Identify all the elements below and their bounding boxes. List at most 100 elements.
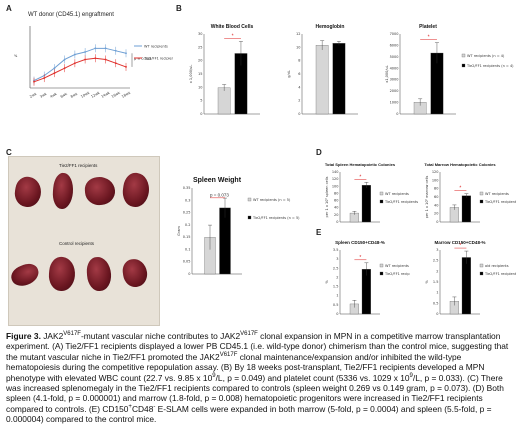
legend-label: old recipients — [485, 264, 509, 268]
x-tick-label: 3wk — [39, 91, 48, 99]
panel-label-b: B — [176, 4, 182, 13]
panel-a: WT donor (CD45.1) engraftment % 2wk 3wk 4wk… — [8, 12, 173, 122]
caption-sup: 9 — [409, 372, 413, 379]
series-line — [33, 57, 127, 83]
legend-swatch — [379, 191, 384, 196]
y-tick-label: 0 — [188, 272, 190, 276]
caption-text: /L, p = 0.033). (C) There was increased … — [6, 372, 504, 414]
y-tick-label: 30 — [198, 32, 202, 36]
data-point — [63, 67, 66, 70]
y-axis-label: % — [425, 280, 429, 284]
y-tick-label: 20 — [434, 212, 438, 216]
data-point — [104, 47, 107, 50]
y-tick-label: 0 — [336, 312, 338, 316]
x-tick-label: 16wk — [111, 90, 122, 99]
data-point — [43, 77, 46, 79]
panel-label-a: A — [6, 4, 12, 13]
spleen-image — [8, 260, 42, 290]
bar — [461, 195, 471, 223]
y-tick-label: 120 — [332, 177, 339, 181]
data-point — [53, 72, 56, 75]
y-tick-label: 12 — [296, 32, 300, 36]
spleen-image — [121, 257, 149, 289]
caption-text: CD48 — [131, 403, 154, 414]
y-tick-label: 0.5 — [333, 303, 339, 307]
significance-star: * — [359, 255, 361, 261]
figure-caption: Figure 3. JAK2V617F-mutant vascular nich… — [6, 331, 514, 425]
data-point — [33, 80, 35, 83]
y-axis-label: x 1,000/uL — [189, 65, 193, 84]
y-axis-label: % — [325, 280, 329, 284]
caption-text: clonal expansion in MPN in a competitive… — [6, 331, 509, 362]
y-tick-label: 1000 — [390, 101, 399, 105]
y-tick-label: 2 — [298, 99, 300, 103]
caption-sup: 9 — [212, 372, 216, 379]
panel-e: Spleen CD150+CD48-% 0 0.5 1 1.5 2 2.5 3 3.5% * WT … — [320, 236, 516, 326]
y-tick-label: 2 — [336, 275, 338, 279]
legend-swatch — [479, 271, 484, 276]
spleen-photo: Tie2/FF1 recipients Control recipients — [8, 156, 160, 326]
y-axis-label: % — [14, 54, 18, 58]
legend-label: Tie2/FF1 recipients — [484, 200, 516, 204]
panel-a-title: WT donor (CD45.1) engraftment — [28, 12, 114, 18]
chart-title: Spleen Weight — [193, 177, 242, 184]
photo-label-bottom: Control recipients — [59, 241, 95, 246]
y-tick-label: 0 — [336, 220, 338, 224]
y-tick-label: 40 — [434, 203, 438, 207]
legend-label: Tie2/FF1 recipients — [143, 57, 173, 61]
data-point — [84, 58, 87, 61]
legend-label: Tie2/FF1 recipients (n = 4) — [466, 64, 514, 68]
data-point — [125, 52, 127, 55]
y-tick-label: 4 — [298, 85, 301, 89]
significance-star: * — [459, 186, 461, 192]
panel-d: Total Spleen Hematopoietic Colonies 0 20 40… — [320, 156, 516, 230]
data-point — [53, 67, 56, 70]
y-tick-label: 100 — [432, 178, 439, 182]
y-tick-label: 2.5 — [433, 259, 439, 263]
x-tick-label: 6wk — [60, 91, 69, 99]
spleen-image — [12, 174, 44, 210]
y-axis-label: per 1 x 10⁵ marrow cells — [425, 175, 429, 218]
spleen-image — [85, 256, 113, 292]
chart-title: Spleen CD150+CD48-% — [335, 240, 385, 245]
significance-star: * — [359, 174, 361, 180]
panel-label-c: C — [6, 148, 12, 157]
data-point — [125, 66, 127, 68]
y-tick-label: 20 — [198, 59, 202, 63]
y-tick-label: 0.15 — [183, 235, 191, 239]
data-point — [104, 58, 107, 61]
data-point — [94, 57, 97, 60]
x-tick-label: 18wk — [121, 90, 132, 99]
y-tick-label: 1 — [436, 291, 438, 295]
panel-b: White Blood Cells 0 5 10 15 20 25 30 x 1,000/uL *… — [178, 12, 514, 130]
caption-text: -mutant vascular niche contributes to JA… — [80, 331, 241, 341]
chart-title: White Blood Cells — [211, 24, 254, 30]
x-tick-label: 2wk — [29, 91, 38, 99]
legend-label: Tie2/FF1 recip — [384, 272, 410, 276]
caption-text: clonal maintenance/expansion and/or inhi… — [6, 351, 485, 383]
caption-text: /L, p = 0.049) and platelet count (5336 … — [215, 372, 410, 383]
bar — [361, 185, 371, 223]
eslam-bar-charts: Spleen CD150+CD48-% 0 0.5 1 1.5 2 2.5 3 3.5% * WT … — [325, 240, 516, 316]
figure-label: Figure 3. — [6, 331, 41, 341]
y-tick-label: 3 — [336, 257, 338, 261]
x-tick-label: 4wk — [49, 91, 58, 99]
bar — [361, 269, 371, 315]
x-tick-label: 14wk — [101, 90, 112, 99]
chart-title: Total Spleen Hematopoietic Colonies — [325, 162, 396, 167]
caption-sup: + — [128, 404, 132, 411]
legend-swatch — [379, 199, 384, 204]
legend-swatch — [379, 263, 384, 268]
chart-title: Marrow CD150+CD48-% — [435, 240, 486, 245]
legend-label: Tie2/FF1 recipients — [384, 200, 418, 204]
chart-title: Total Marrow Hematopoietic Colonies — [424, 162, 496, 167]
bar — [461, 257, 471, 315]
caption-text: JAK2 — [43, 331, 64, 341]
y-tick-label: 25 — [198, 45, 202, 49]
p-value: p = 0.073 — [210, 192, 229, 197]
y-tick-label: 3 — [436, 248, 438, 252]
bar — [315, 45, 329, 115]
y-tick-label: 4000 — [390, 66, 399, 70]
y-tick-label: 0.2 — [185, 223, 191, 227]
